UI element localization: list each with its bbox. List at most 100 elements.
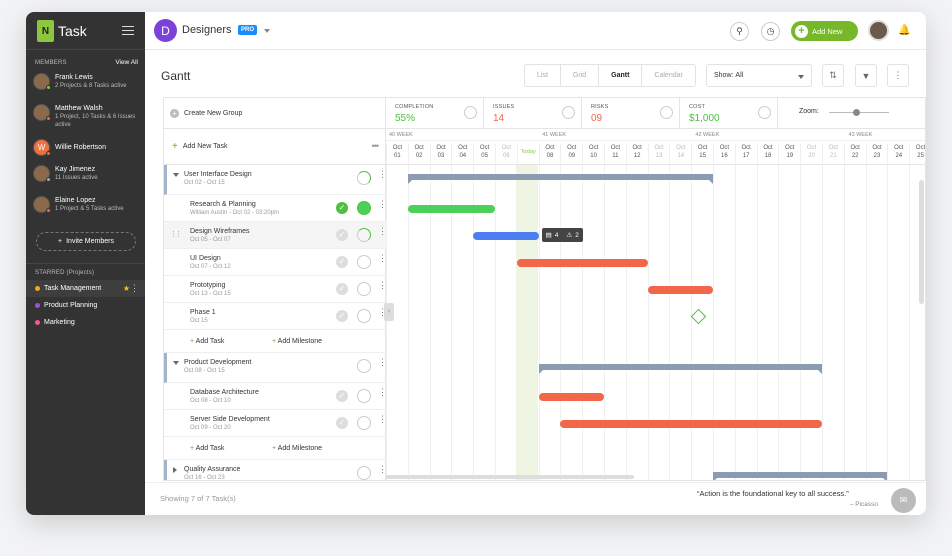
check-icon[interactable]: ✓ <box>336 256 348 268</box>
more-icon[interactable]: ⋮ <box>378 387 387 397</box>
member-item[interactable]: Elaine Lopez 1 Project & 5 Tasks active <box>33 196 141 213</box>
task-row[interactable]: UI Design Oct 07 - Oct 12 ✓ ⋮ <box>164 249 387 276</box>
day-column-header: Oct 02 <box>407 144 430 165</box>
more-icon[interactable]: ⋮ <box>378 357 387 367</box>
group-bar[interactable] <box>538 364 823 374</box>
group-row[interactable]: User Interface Design Oct 02 - Oct 15 ⋮ <box>164 165 387 195</box>
starred-project[interactable]: Task Management ★ ⋮ <box>26 280 145 297</box>
menu-icon[interactable] <box>122 26 134 35</box>
show-filter-select[interactable]: Show: All <box>706 64 812 87</box>
group-row[interactable]: Product Development Oct 08 - Oct 15 ⋮ <box>164 353 387 383</box>
starred-project[interactable]: Product Planning <box>26 297 145 314</box>
member-item[interactable]: Kay Jimenez 11 Issues active <box>33 165 141 182</box>
more-icon[interactable]: ⋮ <box>378 464 387 474</box>
chevron-right-icon[interactable] <box>173 467 177 473</box>
drag-handle-icon[interactable]: ⋮⋮ <box>170 231 182 238</box>
chevron-down-icon[interactable] <box>264 29 270 33</box>
add-task-button[interactable]: + Add Task <box>190 445 224 452</box>
add-milestone-button[interactable]: + Add Milestone <box>272 445 322 452</box>
task-row[interactable]: Server Side Development Oct 09 - Oct 20 ✓ ⋮ <box>164 410 387 437</box>
add-new-task-button[interactable]: + Add New Task ••• <box>164 129 386 165</box>
more-icon[interactable]: ⋮ <box>378 280 387 290</box>
task-row[interactable]: Prototyping Oct 13 - Oct 15 ✓ ⋮ <box>164 276 387 303</box>
tab-grid[interactable]: Grid <box>561 65 600 86</box>
grid-line <box>625 165 627 480</box>
tab-calendar[interactable]: Calendar <box>654 72 683 79</box>
task-dates: Oct 09 - Oct 20 <box>190 425 231 431</box>
task-bar[interactable] <box>538 393 604 401</box>
task-bar[interactable] <box>407 205 495 213</box>
check-icon[interactable]: ✓ <box>336 229 348 241</box>
logo[interactable]: N Task <box>37 20 87 42</box>
chat-icon[interactable]: ✉ <box>891 488 916 513</box>
day-month: Oct <box>632 145 642 151</box>
group-bar[interactable] <box>713 472 888 480</box>
collapse-handle[interactable]: ‹ <box>384 303 394 321</box>
task-dates: Oct 07 - Oct 12 <box>190 264 231 270</box>
task-row[interactable]: Design Wireframes Oct 05 - Oct 07 ✓ ⋮ ⋮⋮ <box>164 222 387 249</box>
member-item[interactable]: Frank Lewis 2 Projects & 8 Tasks active <box>33 73 141 90</box>
check-icon[interactable]: ✓ <box>336 390 348 402</box>
add-task-button[interactable]: + Add Task <box>190 338 224 345</box>
gantt-panel: + Create New Group COMPLETION 55% ISSUES 14… <box>163 97 926 481</box>
group-bar[interactable] <box>407 174 714 184</box>
member-name: Kay Jimenez <box>55 166 96 173</box>
task-row[interactable]: Research & Planning William Austin - Oct … <box>164 195 387 222</box>
create-group-label: Create New Group <box>184 109 243 117</box>
task-bar[interactable] <box>560 420 822 428</box>
create-group-button[interactable]: + Create New Group <box>164 98 386 129</box>
check-icon[interactable]: ✓ <box>336 310 348 322</box>
more-icon[interactable]: ⋮ <box>378 199 387 209</box>
member-item[interactable]: W Willie Robertson <box>33 139 141 156</box>
more-icon[interactable]: ⋮ <box>378 169 387 179</box>
task-bar[interactable] <box>647 286 713 294</box>
horizontal-scrollbar[interactable] <box>386 475 634 479</box>
task-bar[interactable] <box>473 232 539 240</box>
group-row[interactable]: Quality Assurance Oct 16 - Oct 23 ⋮ <box>164 460 387 480</box>
view-all-link[interactable]: View All <box>115 59 138 66</box>
more-icon[interactable]: ⋮ <box>378 253 387 263</box>
project-dot <box>35 286 40 291</box>
clock-icon[interactable]: ◷ <box>761 22 780 41</box>
zoom-slider-handle[interactable] <box>853 109 860 116</box>
day-month: Oct <box>785 145 795 151</box>
check-icon[interactable]: ✓ <box>336 283 348 295</box>
more-icon[interactable]: ••• <box>371 141 380 151</box>
task-name: Quality Assurance <box>184 466 241 473</box>
chevron-down-icon[interactable] <box>173 173 179 177</box>
star-icon[interactable]: ★ <box>122 284 130 293</box>
task-row[interactable]: Phase 1 Oct 15 ✓ ⋮ <box>164 303 387 330</box>
member-item[interactable]: Matthew Walsh 1 Project, 10 Tasks & 6 Iss… <box>33 104 141 129</box>
task-row[interactable]: Database Architecture Oct 08 - Oct 10 ✓ ⋮ <box>164 383 387 410</box>
task-bar[interactable] <box>516 259 648 267</box>
day-number: 23 <box>873 153 881 159</box>
workspace-avatar[interactable]: D <box>154 19 177 42</box>
starred-project[interactable]: Marketing <box>26 314 145 331</box>
more-icon[interactable]: ⋮ <box>130 283 139 293</box>
vertical-scrollbar[interactable] <box>919 180 924 304</box>
sort-icon[interactable]: ⇅ <box>822 64 844 87</box>
workspace-name[interactable]: Designers <box>182 24 232 36</box>
add-row: + Add Task + Add Milestone <box>164 437 386 460</box>
invite-members-button[interactable]: + Invite Members <box>36 232 136 251</box>
check-icon[interactable]: ✓ <box>336 202 348 214</box>
add-milestone-button[interactable]: + Add Milestone <box>272 338 322 345</box>
tab-gantt[interactable]: Gantt <box>599 65 643 86</box>
chevron-down-icon[interactable] <box>173 361 179 365</box>
grid-line <box>386 165 387 480</box>
check-icon[interactable]: ✓ <box>336 417 348 429</box>
more-icon[interactable]: ⋮ <box>378 307 387 317</box>
more-icon[interactable]: ⋮ <box>378 414 387 424</box>
add-new-button[interactable]: + Add New <box>791 21 858 41</box>
user-avatar[interactable] <box>868 20 889 41</box>
divider <box>26 49 145 50</box>
tab-list[interactable]: List <box>525 65 561 86</box>
milestone-icon[interactable] <box>690 308 707 325</box>
search-icon[interactable]: ⚲ <box>730 22 749 41</box>
more-icon[interactable]: ⋮ <box>378 226 387 236</box>
bell-icon[interactable]: 🔔 <box>898 25 911 36</box>
issue-tooltip[interactable]: ▤ 4 ⚠ 2 <box>541 228 583 242</box>
progress-ring <box>357 171 371 185</box>
more-icon[interactable]: ⋮ <box>887 64 909 87</box>
filter-icon[interactable]: ▼ <box>855 64 877 87</box>
